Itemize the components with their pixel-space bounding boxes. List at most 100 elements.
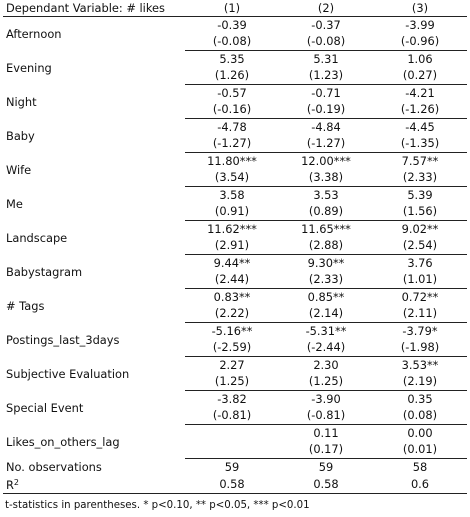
tstat-row-babystagram: (2.44) (2.33) (1.01): [3, 271, 467, 289]
observations-model-3: 58: [412, 460, 428, 474]
tstat-model-1: (2.91): [185, 237, 279, 255]
variable-label: Evening: [6, 60, 52, 75]
coefficient-model-2: 0.11: [313, 426, 339, 440]
coefficient-model-1: -4.78: [217, 120, 247, 134]
variable-label: Landscape: [6, 230, 68, 245]
tstat-model-3: (2.11): [373, 305, 467, 323]
header-row: Dependant Variable: # likes (1) (2) (3): [3, 0, 467, 17]
tstat-row-night: (-0.16) (-0.19) (-1.26): [3, 101, 467, 119]
tstat-row-postings-last-3days: (-2.59) (-2.44) (-1.98): [3, 339, 467, 357]
tstat-model-3: (0.08): [373, 407, 467, 425]
tstat-row-baby: (-1.27) (-1.27) (-1.35): [3, 135, 467, 153]
tstat-row-tags: (2.22) (2.14) (2.11): [3, 305, 467, 323]
tstat-model-2: (-0.81): [279, 407, 373, 425]
coef-row-me: Me 3.58 3.53 5.39: [3, 187, 467, 211]
coefficient-model-1: -5.16**: [211, 324, 253, 338]
tstat-model-1: (3.54): [185, 169, 279, 187]
variable-label: Postings_last_3days: [6, 332, 120, 347]
r-squared-row: R2 0.58 0.58 0.6: [3, 475, 467, 494]
coef-row-postings-last-3days: Postings_last_3days -5.16** -5.31** -3.79*: [3, 323, 467, 347]
tstat-row-evening: (1.26) (1.23) (0.27): [3, 67, 467, 85]
coefficient-model-2: -0.37: [311, 18, 341, 32]
coef-row-afternoon: Afternoon -0.39 -0.37 -3.99: [3, 17, 467, 41]
coefficient-model-2: 5.31: [313, 52, 339, 66]
coef-row-night: Night -0.57 -0.71 -4.21: [3, 85, 467, 109]
tstat-model-1: (2.22): [185, 305, 279, 323]
coefficient-model-1: 11.62***: [207, 222, 257, 236]
variable-label: # Tags: [6, 298, 45, 313]
tstat-model-2: (-1.27): [279, 135, 373, 153]
tstat-model-1: [185, 441, 279, 459]
variable-label: Likes_on_others_lag: [6, 434, 120, 449]
coefficient-model-2: -3.90: [311, 392, 341, 406]
coefficient-model-1: -3.82: [217, 392, 247, 406]
model-3-header: (3): [373, 0, 467, 17]
tstat-model-1: (0.91): [185, 203, 279, 221]
r-squared-label-sup: 2: [13, 478, 20, 487]
tstat-model-2: (1.25): [279, 373, 373, 391]
tstat-row-landscape: (2.91) (2.88) (2.54): [3, 237, 467, 255]
tstat-model-1: (-0.16): [185, 101, 279, 119]
tstat-model-2: (3.38): [279, 169, 373, 187]
coefficient-model-3: 1.06: [407, 52, 433, 66]
r-squared-label: R2: [3, 475, 185, 494]
variable-label: Me: [6, 196, 23, 211]
coefficient-model-1: -0.57: [217, 86, 247, 100]
coefficient-model-3: 7.57**: [401, 154, 439, 168]
coefficient-model-1: 5.35: [219, 52, 245, 66]
observations-model-2: 59: [318, 460, 334, 474]
regression-table: Dependant Variable: # likes (1) (2) (3) …: [3, 0, 467, 494]
coefficient-model-2: -4.84: [311, 120, 341, 134]
tstat-model-2: (-2.44): [279, 339, 373, 357]
observations-row: No. observations 59 59 58: [3, 459, 467, 476]
tstat-model-2: (1.23): [279, 67, 373, 85]
coefficient-model-2: 0.85**: [307, 290, 345, 304]
coefficient-model-3: 3.53**: [401, 358, 439, 372]
tstat-model-2: (-0.08): [279, 33, 373, 51]
tstat-model-1: (2.44): [185, 271, 279, 289]
variable-label: Afternoon: [6, 26, 62, 41]
coefficient-model-3: -4.21: [405, 86, 435, 100]
coefficient-model-1: 3.58: [219, 188, 245, 202]
coefficient-model-3: 9.02**: [401, 222, 439, 236]
tstat-model-2: (0.89): [279, 203, 373, 221]
tstat-model-1: (-0.08): [185, 33, 279, 51]
coefficient-model-3: -4.45: [405, 120, 435, 134]
coefficient-model-1: 2.27: [219, 358, 245, 372]
tstat-model-1: (-2.59): [185, 339, 279, 357]
coefficient-model-3: 0.35: [407, 392, 433, 406]
coef-row-wife: Wife 11.80*** 12.00*** 7.57**: [3, 153, 467, 177]
tstat-model-3: (0.01): [373, 441, 467, 459]
r-squared-model-1: 0.58: [185, 475, 279, 494]
coefficient-model-2: 9.30**: [307, 256, 345, 270]
tstat-model-3: (-0.96): [373, 33, 467, 51]
coef-row-landscape: Landscape 11.62*** 11.65*** 9.02**: [3, 221, 467, 245]
coef-row-subjective-evaluation: Subjective Evaluation 2.27 2.30 3.53**: [3, 357, 467, 381]
r-squared-label-main: R: [6, 478, 14, 492]
coef-row-likes-on-others-lag: Likes_on_others_lag 0.11 0.00: [3, 425, 467, 449]
variable-label: Special Event: [6, 400, 84, 415]
coefficient-model-2: -0.71: [311, 86, 341, 100]
coefficient-model-1: 9.44**: [213, 256, 251, 270]
coefficient-rows: Afternoon -0.39 -0.37 -3.99 (-0.08) (-0.08) (-…: [3, 17, 467, 459]
tstat-model-2: (2.14): [279, 305, 373, 323]
coefficient-model-3: -3.99: [405, 18, 435, 32]
tstat-row-wife: (3.54) (3.38) (2.33): [3, 169, 467, 187]
variable-label: Wife: [6, 162, 32, 177]
summary-stats: No. observations 59 59 58 R2 0.58 0.58 0…: [3, 459, 467, 494]
tstat-model-3: (-1.35): [373, 135, 467, 153]
coefficient-model-1: [185, 425, 279, 442]
tstat-model-3: (1.56): [373, 203, 467, 221]
tstat-model-3: (1.01): [373, 271, 467, 289]
tstat-row-afternoon: (-0.08) (-0.08) (-0.96): [3, 33, 467, 51]
coef-row-special-event: Special Event -3.82 -3.90 0.35: [3, 391, 467, 415]
coefficient-model-2: 3.53: [313, 188, 339, 202]
tstat-model-2: (2.33): [279, 271, 373, 289]
tstat-model-1: (-1.27): [185, 135, 279, 153]
coef-row-evening: Evening 5.35 5.31 1.06: [3, 51, 467, 75]
table-footnote: t-statistics in parentheses. * p<0.10, *…: [5, 500, 310, 511]
coefficient-model-2: -5.31**: [305, 324, 347, 338]
r-squared-model-3: 0.6: [373, 475, 467, 494]
tstat-row-me: (0.91) (0.89) (1.56): [3, 203, 467, 221]
tstat-model-1: (1.25): [185, 373, 279, 391]
